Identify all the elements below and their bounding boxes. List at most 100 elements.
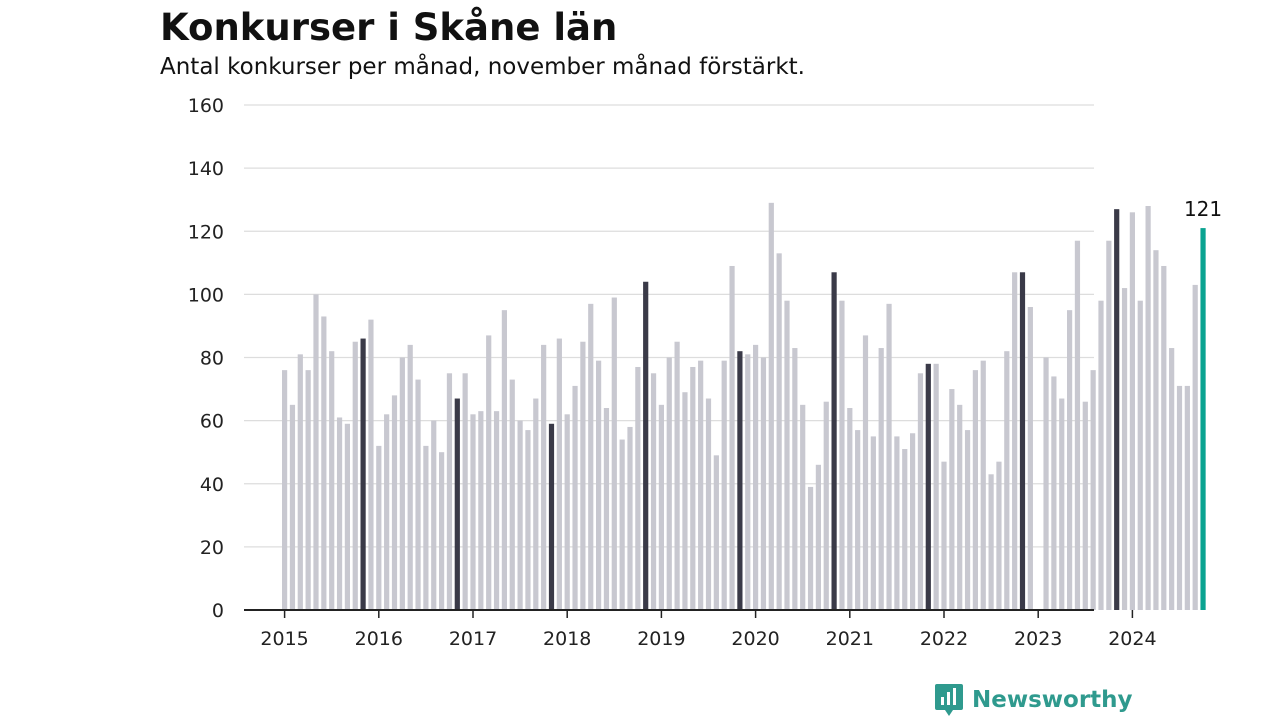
bar	[619, 439, 625, 610]
bar	[533, 398, 539, 610]
bar	[729, 265, 735, 610]
bar	[1106, 240, 1112, 610]
bar	[878, 348, 884, 610]
bar	[564, 414, 570, 610]
bar	[800, 404, 806, 610]
bar	[603, 408, 610, 610]
bar	[933, 363, 939, 610]
bar	[917, 373, 924, 610]
bar	[902, 449, 908, 610]
bar	[1019, 272, 1026, 610]
bar	[517, 420, 523, 611]
bar	[1121, 288, 1128, 610]
bar	[1184, 385, 1190, 610]
bar	[423, 445, 429, 611]
bar	[1145, 206, 1151, 610]
bar	[1051, 376, 1057, 610]
x-tick-label: 2024	[1108, 628, 1156, 650]
bar	[1200, 228, 1206, 610]
bar	[745, 354, 751, 610]
bar	[541, 344, 547, 611]
bar	[1067, 310, 1073, 610]
bar	[753, 344, 759, 611]
bar	[501, 310, 507, 610]
bar	[1129, 212, 1135, 610]
bar	[596, 360, 602, 610]
bar	[321, 316, 327, 610]
x-tick-label: 2020	[731, 628, 779, 650]
bar	[1004, 351, 1010, 610]
bar	[391, 395, 398, 611]
y-tick-label: 100	[188, 284, 224, 306]
bar	[980, 360, 986, 610]
x-tick-label: 2022	[920, 628, 968, 650]
bar	[1059, 398, 1065, 610]
bar	[847, 408, 853, 610]
newsworthy-logo-icon	[935, 684, 963, 716]
bar	[431, 420, 437, 611]
bar	[705, 398, 712, 610]
x-tick-label: 2017	[449, 628, 497, 650]
bar	[839, 300, 845, 610]
bar	[580, 341, 586, 610]
bar	[870, 436, 876, 610]
bar	[964, 430, 971, 610]
bar	[572, 385, 578, 610]
y-tick-label: 60	[200, 411, 224, 433]
bar	[713, 455, 719, 610]
bar	[910, 433, 916, 610]
bar	[941, 461, 947, 610]
bar	[486, 335, 492, 610]
bar	[1114, 209, 1120, 610]
bar	[658, 404, 664, 610]
y-tick-label: 140	[188, 158, 224, 180]
bar	[807, 486, 814, 610]
bar	[925, 363, 931, 610]
bar	[493, 411, 500, 610]
x-tick-label: 2018	[543, 628, 591, 650]
bar	[776, 253, 782, 610]
bar	[1082, 401, 1088, 610]
bar	[1074, 240, 1081, 610]
bar	[446, 373, 453, 610]
bar	[525, 430, 531, 610]
bar	[1176, 385, 1183, 610]
bar	[855, 430, 861, 610]
bar	[627, 426, 633, 610]
y-tick-label: 0	[212, 600, 224, 622]
x-tick-label: 2019	[637, 628, 685, 650]
bar	[282, 370, 288, 611]
x-tick-label: 2016	[355, 628, 403, 650]
bar	[635, 366, 641, 610]
bar	[556, 338, 562, 610]
x-tick-label: 2021	[826, 628, 874, 650]
bar	[894, 436, 900, 610]
bar	[407, 344, 413, 611]
bar	[721, 360, 727, 610]
bar	[1137, 300, 1143, 610]
bar	[588, 303, 594, 610]
bar	[886, 303, 892, 610]
bar	[831, 272, 837, 610]
bar	[611, 297, 617, 610]
bar	[368, 319, 374, 611]
bar	[996, 461, 1002, 610]
y-tick-label: 80	[200, 348, 224, 370]
bar	[548, 423, 555, 610]
data-labels: 121	[1184, 197, 1222, 221]
bar	[384, 414, 390, 610]
bar	[972, 370, 978, 611]
bar	[1012, 272, 1018, 610]
bar	[988, 474, 994, 610]
x-tick-label: 2023	[1014, 628, 1062, 650]
x-tick-label: 2015	[260, 628, 308, 650]
bar	[674, 341, 680, 610]
bar	[313, 294, 319, 611]
bar	[439, 452, 445, 610]
y-tick-label: 160	[188, 95, 224, 117]
bar	[792, 348, 798, 610]
bar	[462, 373, 468, 610]
bar	[478, 411, 484, 610]
bar	[815, 464, 821, 610]
